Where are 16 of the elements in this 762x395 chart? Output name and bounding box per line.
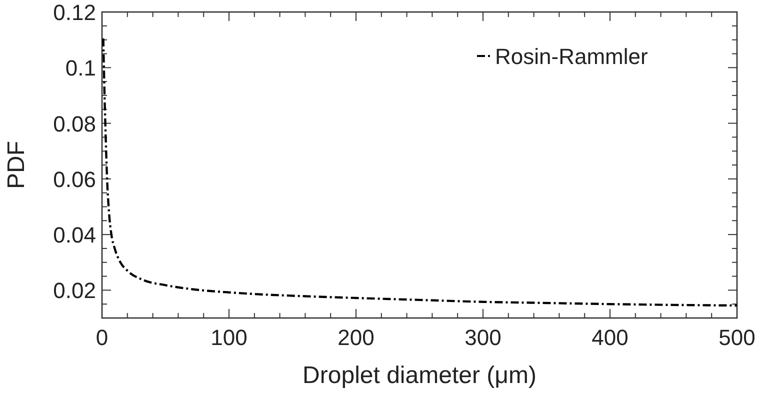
x-axis-title: Droplet diameter (μm) [302, 362, 536, 389]
y-tick-label: 0.06 [53, 166, 96, 192]
x-tick-label: 500 [718, 325, 756, 350]
x-tick-label: 400 [592, 325, 628, 350]
y-tick-label: 0.04 [53, 222, 96, 248]
y-tick-label: 0.12 [53, 0, 96, 25]
y-tick-label: 0.08 [53, 111, 96, 136]
y-tick-label: 0.02 [53, 278, 96, 304]
x-tick-label: 300 [464, 325, 502, 350]
y-axis-title: PDF [3, 141, 30, 189]
y-tick-label: 0.1 [65, 56, 96, 81]
line-series [102, 37, 738, 307]
x-tick-label: 0 [96, 325, 108, 350]
x-tick-label: 200 [338, 325, 374, 350]
legend-label: Rosin-Rammler [495, 44, 648, 69]
x-tick-label: 100 [210, 325, 248, 350]
